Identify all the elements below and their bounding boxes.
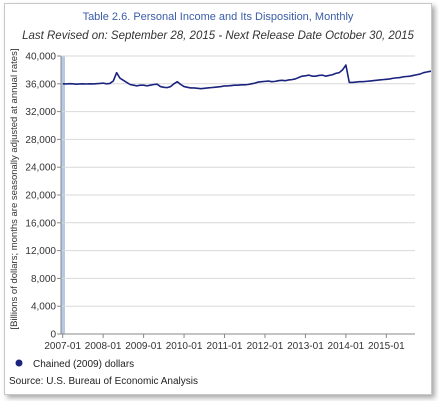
y-tick-label: 8,000 [31,274,56,285]
y-tick-label: 0 [50,330,56,341]
legend-label: Chained (2009) dollars [33,359,134,370]
y-axis-label: [Billions of dollars; months are seasona… [9,49,20,330]
y-tick-label: 12,000 [25,246,56,257]
x-tick-label: 2007-01 [44,341,81,352]
y-tick-label: 4,000 [31,302,56,313]
x-tick-label: 2011-01 [207,341,243,352]
source-note: Source: U.S. Bureau of Economic Analysis [9,376,198,387]
legend-marker [15,359,23,367]
x-tick-label: 2008-01 [85,341,122,352]
y-tick-label: 40,000 [25,52,56,63]
x-tick-label: 2014-01 [328,341,365,352]
chart-frame: Table 2.6. Personal Income and Its Dispo… [4,3,432,395]
series-line [62,64,431,90]
legend: Chained (2009) dollars [15,359,134,370]
chart-canvas: Table 2.6. Personal Income and Its Dispo… [9,11,431,387]
x-tick-label: 2012-01 [247,341,284,352]
x-tick-label: 2013-01 [287,341,324,352]
x-tick-label: 2009-01 [125,341,162,352]
y-tick-label: 32,000 [25,107,56,118]
x-axis: 2007-01 2008-01 2009-01 2010-01 2011-01 2012-… [44,333,415,352]
x-tick-label: 2015-01 [368,341,405,352]
y-axis: 0 4,000 8,000 12,000 16,000 20,000 24,000 28,00… [25,52,62,341]
chart-subtitle: Last Revised on: September 28, 2015 - Ne… [22,30,414,42]
y-tick-label: 24,000 [25,163,56,174]
chart-title: Table 2.6. Personal Income and Its Dispo… [83,11,354,23]
x-tick-label: 2010-01 [166,341,203,352]
y-tick-label: 20,000 [25,191,56,202]
y-tick-label: 36,000 [25,79,56,90]
y-tick-label: 28,000 [25,135,56,146]
y-tick-label: 16,000 [25,218,56,229]
grid-lines [61,55,415,335]
series-layer [62,64,431,90]
